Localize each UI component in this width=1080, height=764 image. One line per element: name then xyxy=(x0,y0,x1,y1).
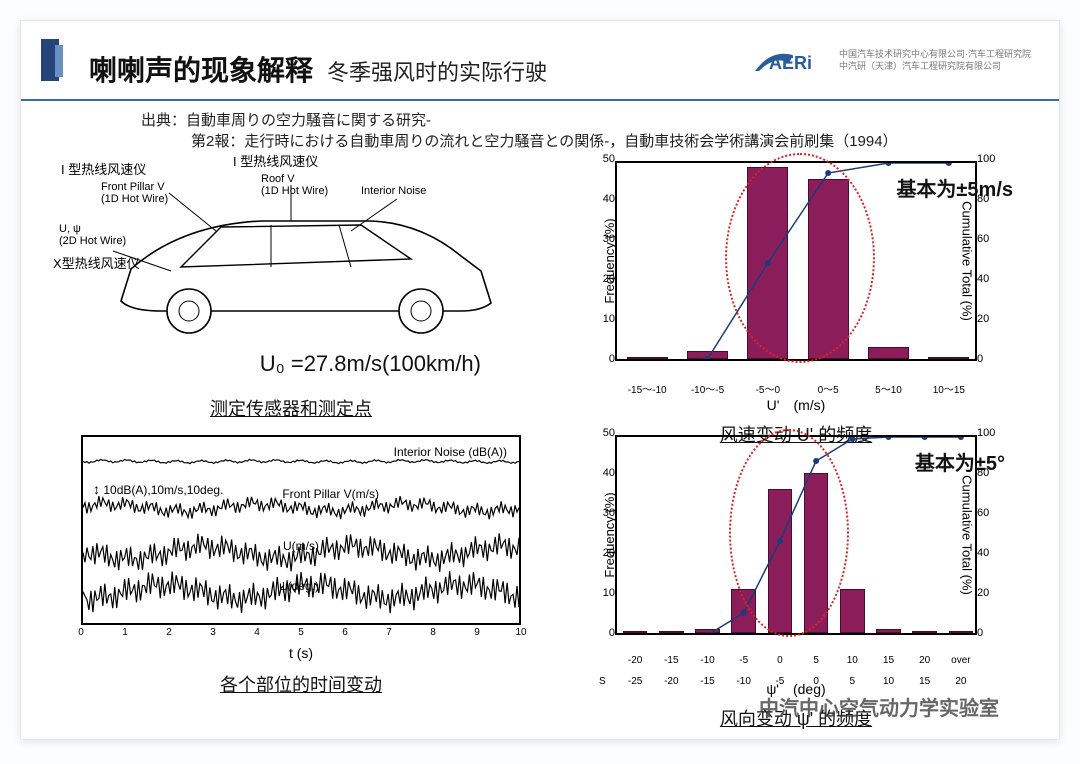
source-citation: 出典：自動車周りの空力騒音に関する研究‐ 第2報：走行時における自動車周りの流れ… xyxy=(21,101,1059,157)
time-plot: Interior Noise (dB(A)) Front Pillar V(m/… xyxy=(81,435,521,625)
direction-y2label: Cumulative Total (%) xyxy=(960,475,975,595)
accent-bar-2 xyxy=(55,45,63,77)
body: I 型热线风速仪 Front Pillar V (1D Hot Wire) I … xyxy=(21,157,1059,717)
label-xtype: X型热线风速仪 xyxy=(53,257,140,271)
label-front-pillar: Front Pillar V (1D Hot Wire) xyxy=(101,181,168,205)
speed-y2label: Cumulative Total (%) xyxy=(960,201,975,321)
label-itype-left: I 型热线风速仪 xyxy=(61,163,146,177)
page-subtitle: 冬季强风时的实际行驶 xyxy=(327,55,547,87)
trace-label-1: Front Pillar V(m/s) xyxy=(282,487,379,501)
header: 喇喇声的现象解释冬季强风时的实际行驶 AERi 中国汽车技术研究中心有限公司·汽… xyxy=(21,21,1059,101)
logo-icon: AERi xyxy=(753,45,833,77)
source-line2: 第2報：走行時における自動車周りの流れと空力騒音との関係‐，自動車技術会学術講演… xyxy=(141,130,1019,151)
time-plot-svg xyxy=(83,437,519,623)
logo-text: 中国汽车技术研究中心有限公司·汽车工程研究院 中汽研（天津）汽车工程研究院有限公… xyxy=(839,49,1031,72)
formula-u0: U₀ =27.8m/s(100km/h) xyxy=(61,351,521,377)
source-line1: 出典：自動車周りの空力騒音に関する研究‐ xyxy=(141,109,1019,130)
caption-time: 各个部位的时间变动 xyxy=(81,671,521,697)
svg-text:AERi: AERi xyxy=(769,53,812,73)
slide: 喇喇声的现象解释冬季强风时的实际行驶 AERi 中国汽车技术研究中心有限公司·汽… xyxy=(20,20,1060,740)
trace-label-3: ψ(deg.) xyxy=(279,579,319,593)
label-upsi: U, ψ (2D Hot Wire) xyxy=(59,223,126,247)
label-roof: Roof V (1D Hot Wire) xyxy=(261,173,328,197)
direction-chart: 基本为±5° 01020304050 020406080100 -20-25-1… xyxy=(615,435,977,635)
logo-line1: 中国汽车技术研究中心有限公司·汽车工程研究院 xyxy=(839,49,1031,61)
speed-ellipse xyxy=(725,153,875,363)
scale-label: ↕ 10dB(A),10m/s,10deg. xyxy=(93,481,223,497)
car-diagram: I 型热线风速仪 Front Pillar V (1D Hot Wire) I … xyxy=(61,161,521,351)
direction-ellipse xyxy=(729,429,849,637)
direction-ylabel: Frequency (%) xyxy=(602,492,617,577)
label-itype-right: I 型热线风速仪 xyxy=(233,155,318,169)
speed-chart-panel: 基本为±5m/s 01020304050 020406080100 -15～-1… xyxy=(561,161,1031,411)
car-diagram-panel: I 型热线风速仪 Front Pillar V (1D Hot Wire) I … xyxy=(61,161,521,391)
label-interior: Interior Noise xyxy=(361,185,426,197)
time-xlabel: t (s) xyxy=(81,645,521,661)
caption-car: 测定传感器和测定点 xyxy=(61,395,521,421)
page-title: 喇喇声的现象解释 xyxy=(89,49,313,89)
trace-label-0: Interior Noise (dB(A)) xyxy=(394,445,507,459)
footer-watermark: 中汽中心空气动力学实验室 xyxy=(759,692,999,721)
speed-chart: 基本为±5m/s 01020304050 020406080100 -15～-1… xyxy=(615,161,977,361)
speed-xlabel: U' (m/s) xyxy=(615,395,977,415)
trace-label-2: U(m/s) xyxy=(283,539,319,553)
logo-line2: 中汽研（天津）汽车工程研究院有限公司 xyxy=(839,61,1031,73)
logo: AERi 中国汽车技术研究中心有限公司·汽车工程研究院 中汽研（天津）汽车工程研… xyxy=(753,45,1031,77)
direction-chart-panel: 基本为±5° 01020304050 020406080100 -20-25-1… xyxy=(561,435,1031,685)
speed-ylabel: Frequency (%) xyxy=(602,218,617,303)
time-plot-panel: Interior Noise (dB(A)) Front Pillar V(m/… xyxy=(81,435,521,695)
